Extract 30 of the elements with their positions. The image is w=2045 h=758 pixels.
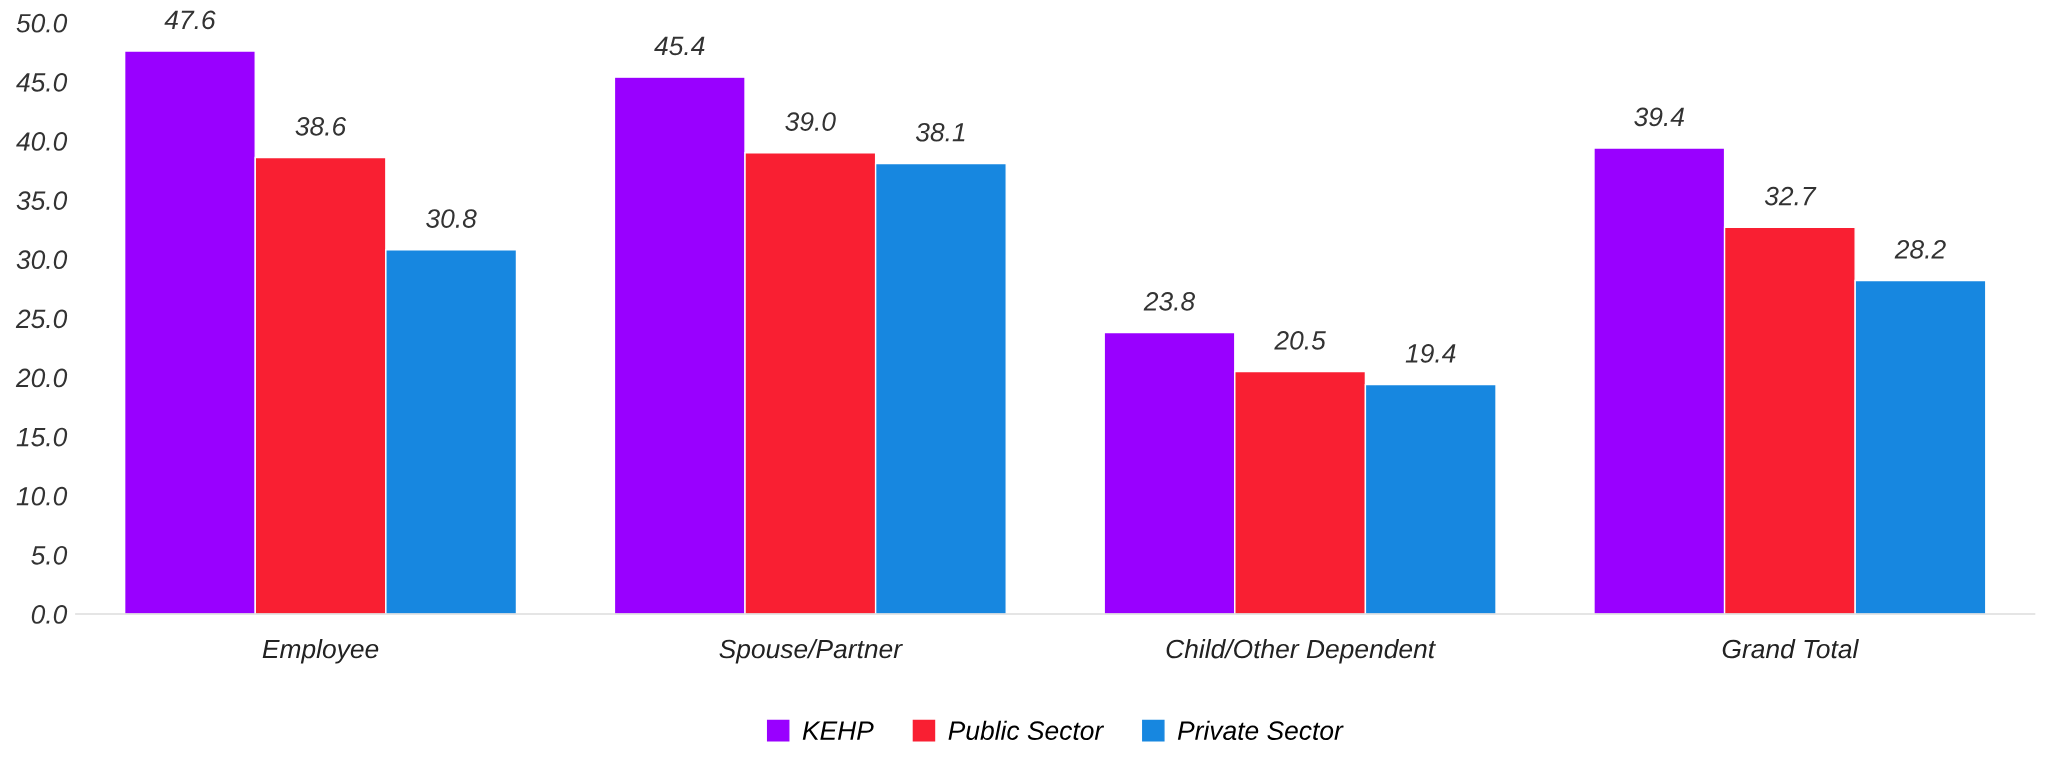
y-tick-label: 50.0 [16,13,68,33]
data-label: 38.1 [915,122,965,142]
data-label: 39.0 [785,112,836,131]
y-tick-label: 40.0 [16,132,68,151]
x-tick-label: Spouse/Partner [719,638,903,664]
y-tick-label: 30.0 [16,250,68,270]
legend-label: KEHP [802,721,874,740]
y-tick-label: 15.0 [16,427,68,447]
y-tick-label: 35.0 [16,191,68,210]
x-tick-label: Employee [262,638,379,664]
y-tick-label: 45.0 [16,73,68,92]
data-label: 30.8 [426,209,477,228]
data-label: 39.4 [1634,107,1684,127]
data-label: 32.7 [1764,186,1817,206]
y-tick-label: 0.0 [31,605,68,624]
legend-label: Private Sector [1177,720,1344,741]
legend-label: Public Sector [948,720,1105,741]
y-tick-label: 20.0 [15,368,68,388]
data-label: 45.4 [654,36,705,56]
data-label: 47.6 [164,10,216,30]
x-tick-label: Child/Other Dependent [1166,638,1436,664]
data-label: 23.8 [1143,291,1196,311]
x-tick-label: Grand Total [1722,638,1859,659]
data-label: 38.6 [295,116,347,136]
data-label: 20.5 [1274,331,1326,350]
y-tick-label: 25.0 [15,309,68,329]
data-label: 19.4 [1405,344,1456,363]
y-tick-label: 5.0 [31,545,68,565]
data-label: 28.2 [1894,239,1946,259]
y-tick-label: 10.0 [16,486,68,506]
